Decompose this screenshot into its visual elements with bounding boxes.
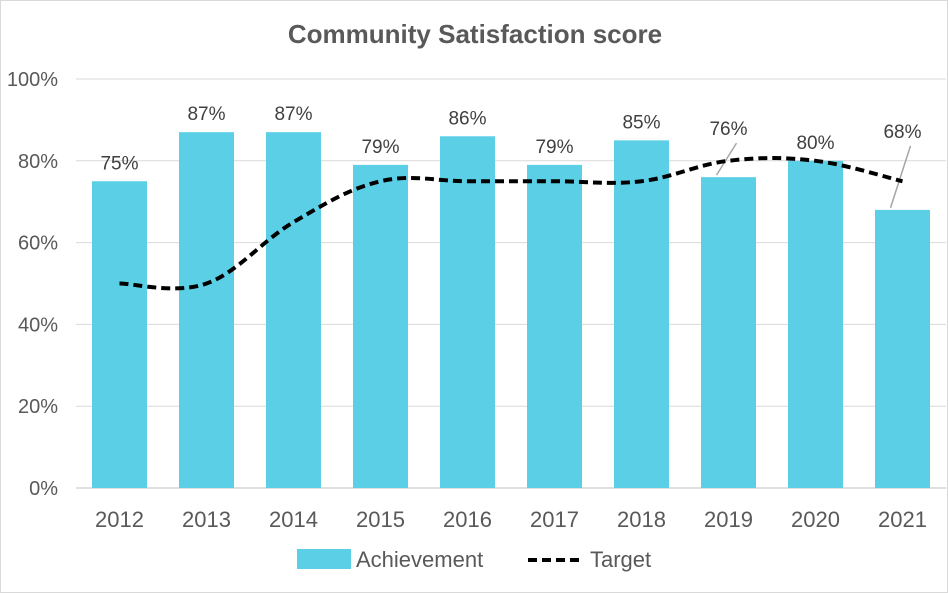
x-axis-ticks: 2012 2013 2014 2015 2016 2017 2018 2019 2020 2021: [95, 507, 927, 532]
target-line: [119, 156, 903, 291]
bar-2019: [701, 177, 756, 488]
bar-2020: [788, 160, 843, 489]
data-label-2015: 79%: [361, 137, 399, 158]
x-tick-label-2016: 2016: [443, 507, 492, 532]
legend-target-label: Target: [590, 547, 651, 572]
bar-2017: [527, 164, 582, 488]
y-tick-label-60: 60%: [18, 233, 58, 255]
bar-series: [92, 132, 930, 489]
leader-line-2019: [715, 142, 738, 176]
legend-achievement-label: Achievement: [356, 547, 483, 572]
bar-2016: [440, 136, 495, 488]
target-line-series: [119, 156, 903, 291]
y-tick-label-40: 40%: [18, 314, 58, 336]
bar-2014: [266, 132, 321, 489]
bar-2018: [614, 140, 669, 488]
y-tick-label-0: 0%: [29, 478, 58, 500]
x-tick-label-2015: 2015: [356, 507, 405, 532]
legend: Achievement Target: [297, 547, 651, 572]
data-label-2014: 87%: [274, 104, 312, 125]
chart-title: Community Satisfaction score: [288, 19, 662, 49]
data-label-2016: 86%: [448, 108, 486, 129]
x-tick-label-2014: 2014: [269, 507, 318, 532]
bar-2013: [179, 132, 234, 489]
y-axis-ticks: 0% 20% 40% 60% 80% 100%: [7, 69, 58, 500]
y-tick-label-100: 100%: [7, 69, 58, 91]
legend-achievement-swatch: [297, 549, 351, 569]
bar-2015: [353, 164, 408, 488]
data-label-2021: 68%: [883, 122, 921, 143]
bar-2012: [92, 181, 147, 488]
y-tick-label-20: 20%: [18, 396, 58, 418]
x-tick-label-2012: 2012: [95, 507, 144, 532]
y-tick-label-80: 80%: [18, 151, 58, 173]
data-label-2020: 80%: [796, 133, 834, 154]
x-tick-label-2021: 2021: [878, 507, 927, 532]
leader-lines: [715, 142, 912, 209]
data-label-2013: 87%: [187, 104, 225, 125]
data-label-2018: 85%: [622, 112, 660, 133]
x-tick-label-2020: 2020: [791, 507, 840, 532]
data-label-2019: 76%: [709, 119, 747, 140]
x-tick-label-2013: 2013: [182, 507, 231, 532]
x-tick-label-2018: 2018: [617, 507, 666, 532]
leader-line-2021: [889, 145, 912, 209]
data-label-2017: 79%: [535, 137, 573, 158]
x-tick-label-2019: 2019: [704, 507, 753, 532]
data-label-2012: 75%: [100, 153, 138, 174]
x-tick-label-2017: 2017: [530, 507, 579, 532]
bar-2021: [875, 209, 930, 488]
data-labels: 75% 87% 87% 79% 86% 79% 85% 76% 80% 68%: [100, 104, 921, 174]
